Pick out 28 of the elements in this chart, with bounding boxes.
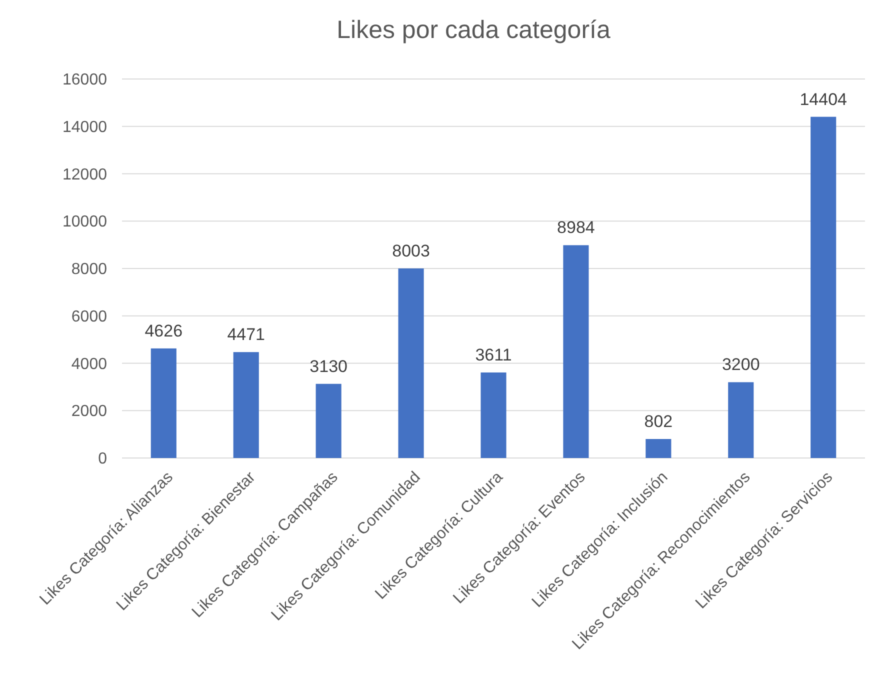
y-tick-label: 12000 <box>62 166 108 184</box>
bar <box>646 439 672 458</box>
bar <box>810 116 836 458</box>
bar <box>316 384 342 458</box>
bar <box>233 352 259 458</box>
data-label: 8984 <box>557 218 595 238</box>
data-label: 4626 <box>144 321 183 340</box>
data-label: 802 <box>644 412 673 432</box>
y-tick-label: 6000 <box>71 308 108 326</box>
bar <box>563 245 589 458</box>
chart-title: Likes por cada categoría <box>336 16 610 44</box>
data-label: 3611 <box>475 345 512 364</box>
y-tick-label: 16000 <box>62 72 108 89</box>
data-label: 3130 <box>310 356 348 376</box>
y-tick-label: 0 <box>98 450 108 468</box>
data-label: 3200 <box>722 355 760 374</box>
data-label: 8003 <box>392 241 430 260</box>
bar <box>398 268 424 458</box>
bar <box>728 382 754 458</box>
y-tick-label: 8000 <box>71 261 108 278</box>
y-tick-label: 2000 <box>71 403 108 420</box>
y-tick-label: 14000 <box>62 118 108 136</box>
y-tick-label: 10000 <box>62 214 108 231</box>
bar <box>150 348 176 458</box>
data-label: 14404 <box>800 90 847 109</box>
bar <box>480 372 506 458</box>
data-label: 4471 <box>227 325 266 344</box>
y-tick-label: 4000 <box>71 356 108 373</box>
